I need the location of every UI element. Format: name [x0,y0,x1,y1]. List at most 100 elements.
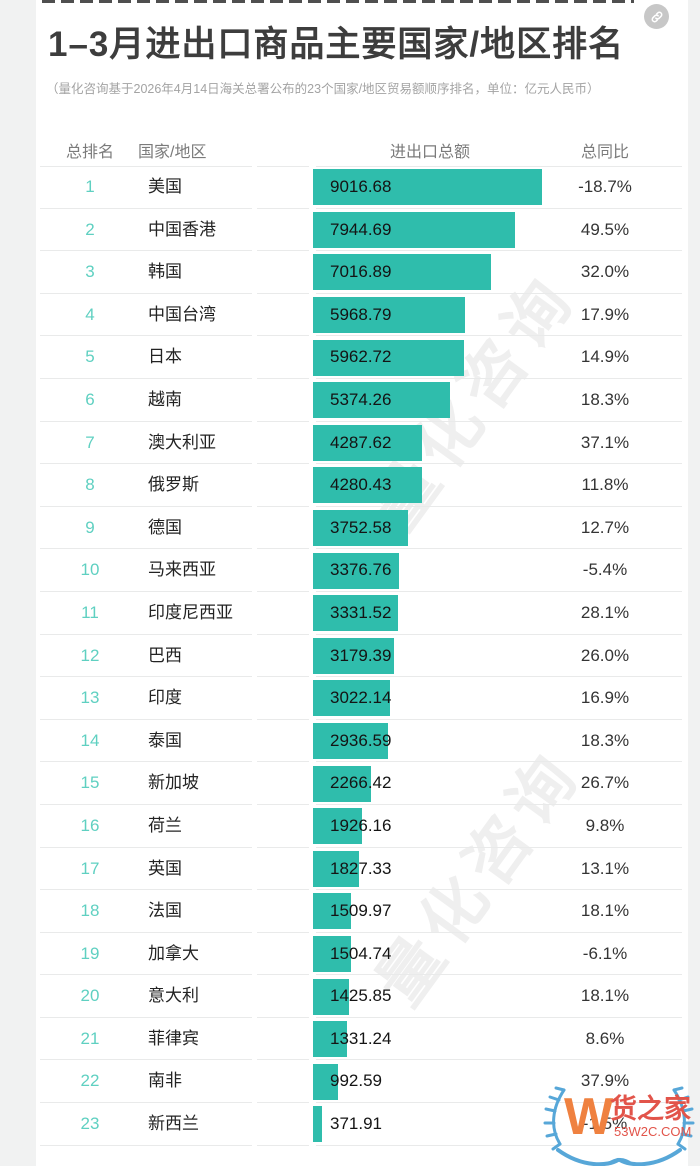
country-cell: 英国 [148,858,182,878]
amount-value: 3331.52 [330,602,392,622]
yoy-cell: 18.1% [580,901,630,921]
row-divider [40,1059,682,1061]
yoy-cell: 17.9% [580,304,630,324]
row-divider [40,931,682,933]
amount-value: 1504.74 [330,943,392,963]
row-divider [40,718,682,720]
row-divider [40,676,682,678]
page-subtitle: （量化咨询基于2026年4月14日海关总署公布的23个国家/地区贸易额顺序排名，… [46,82,600,96]
amount-bar [313,680,390,717]
rank-cell: 13 [80,688,100,708]
row-divider [40,335,682,337]
rank-cell: 9 [85,517,95,537]
page-title: 1–3月进出口商品主要国家/地区排名 [48,25,625,64]
logo-brand-name: 货之家 [610,1093,691,1124]
row-divider [40,846,682,848]
row-divider [40,505,682,507]
amount-value: 992.59 [330,1071,382,1091]
yoy-cell: 14.9% [580,347,630,367]
table-row: 19 加拿大 1504.74 -6.1% [0,933,700,976]
country-cell: 马来西亚 [148,560,216,580]
header-country: 国家/地区 [138,144,207,161]
rank-cell: 1 [85,177,95,196]
table-row: 8 俄罗斯 4280.43 11.8% [0,464,700,507]
table-row: 22 南非 992.59 37.9% [0,1060,700,1104]
amount-value: 2266.42 [330,773,392,793]
table-row: 20 意大利 1425.85 18.1% [0,975,700,1018]
yoy-cell: 16.9% [580,688,630,708]
rank-cell: 7 [85,432,95,452]
amount-bar [313,850,360,887]
amount-bar [313,1063,339,1100]
yoy-cell: 26.7% [580,773,630,793]
yoy-cell: 37.9% [580,1071,630,1091]
table-row: 4 中国台湾 5968.79 17.9% [0,294,700,337]
yoy-cell: 26.0% [580,645,630,665]
yoy-cell: 11.8% [581,475,629,495]
amount-value: 4280.43 [330,475,392,495]
amount-bar [313,552,399,589]
yoy-cell: 9.8% [585,815,625,835]
row-divider [40,377,682,379]
row-divider [40,889,682,891]
table-row: 23 新西兰 371.91 -1.5% [0,1103,700,1146]
rank-cell: 10 [80,560,100,580]
yoy-cell: 18.1% [580,986,630,1006]
table-row: 2 中国香港 7944.69 49.5% [0,209,700,252]
country-cell: 印度尼西亚 [148,602,233,622]
row-divider [40,207,682,209]
amount-value: 1425.85 [330,986,392,1006]
amount-bar [313,467,422,504]
amount-bar [313,339,465,376]
rank-cell: 6 [85,389,95,409]
country-cell: 中国香港 [148,219,216,239]
amount-value: 4287.62 [330,432,392,452]
rank-cell: 3 [85,262,95,282]
amount-value: 5968.79 [330,304,392,324]
row-divider [40,590,682,592]
country-cell: 新西兰 [148,1114,199,1134]
header-divider [40,166,682,167]
logo-domain: 53W2C.COM [614,1124,691,1139]
share-link-button[interactable] [644,4,669,29]
table-row: 1 美国 9016.68 -18.7% [0,166,700,209]
country-cell: 澳大利亚 [148,432,216,452]
country-cell: 加拿大 [148,943,199,963]
rank-cell: 20 [80,986,100,1006]
table-row: 5 日本 5962.72 14.9% [0,336,700,379]
amount-value: 3022.14 [330,688,392,708]
rank-cell: 12 [80,645,100,665]
yoy-cell: 8.6% [585,1028,625,1048]
table-row: 17 英国 1827.33 13.1% [0,848,700,891]
yoy-cell: 49.5% [580,219,630,239]
country-cell: 日本 [148,347,182,367]
country-cell: 南非 [148,1071,182,1091]
country-cell: 意大利 [148,986,199,1006]
amount-bar [313,723,388,760]
amount-value: 9016.68 [330,177,392,196]
header-yoy: 总同比 [580,144,629,161]
rank-cell: 5 [85,347,95,367]
laurel-wreath-icon [543,1086,695,1166]
yoy-cell: 12.7% [580,517,630,537]
huozhijia-logo: W 货之家 53W2C.COM [543,1086,695,1166]
table-body: 1 美国 9016.68 -18.7% 2 中国香港 7944.69 49.5%… [0,166,700,1146]
header-rank: 总排名 [65,144,114,161]
rank-cell: 16 [80,815,100,835]
amount-bar [313,765,371,802]
country-cell: 中国台湾 [148,304,216,324]
amount-bar [313,893,352,930]
amount-bar [313,808,362,845]
yoy-cell: 18.3% [580,389,630,409]
amount-value: 3376.76 [330,560,392,580]
rank-cell: 18 [80,901,100,921]
country-cell: 俄罗斯 [148,475,199,495]
amount-bar [313,595,398,632]
table-row: 7 澳大利亚 4287.62 37.1% [0,422,700,465]
rank-cell: 23 [80,1114,100,1134]
rank-cell: 8 [85,475,95,495]
country-cell: 越南 [148,389,182,409]
country-cell: 印度 [148,688,182,708]
yoy-cell: 28.1% [580,602,630,622]
